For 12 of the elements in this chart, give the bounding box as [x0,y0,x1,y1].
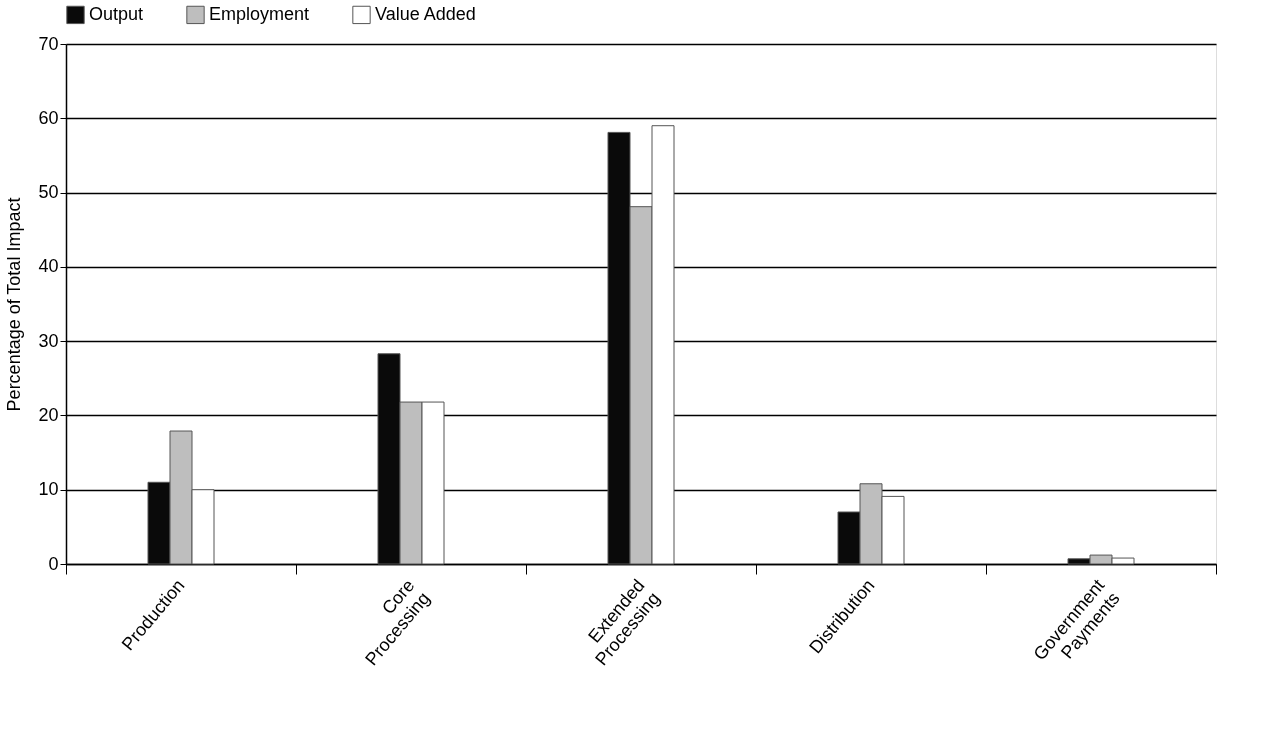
y-tick-label: 70 [38,33,59,54]
y-tick-label: 20 [38,404,59,425]
y-axis-title: Percentage of Total Impact [4,197,25,412]
y-tick-label: 10 [38,479,59,500]
y-tick-label: 30 [38,330,59,351]
y-tick-label: 60 [38,107,59,128]
y-tick-label: 0 [48,553,59,574]
legend-label: Output [89,3,144,24]
legend-label: Value Added [375,3,476,24]
y-tick-label: 50 [38,182,59,203]
y-tick-label: 40 [38,256,59,277]
legend-label: Employment [209,3,310,24]
